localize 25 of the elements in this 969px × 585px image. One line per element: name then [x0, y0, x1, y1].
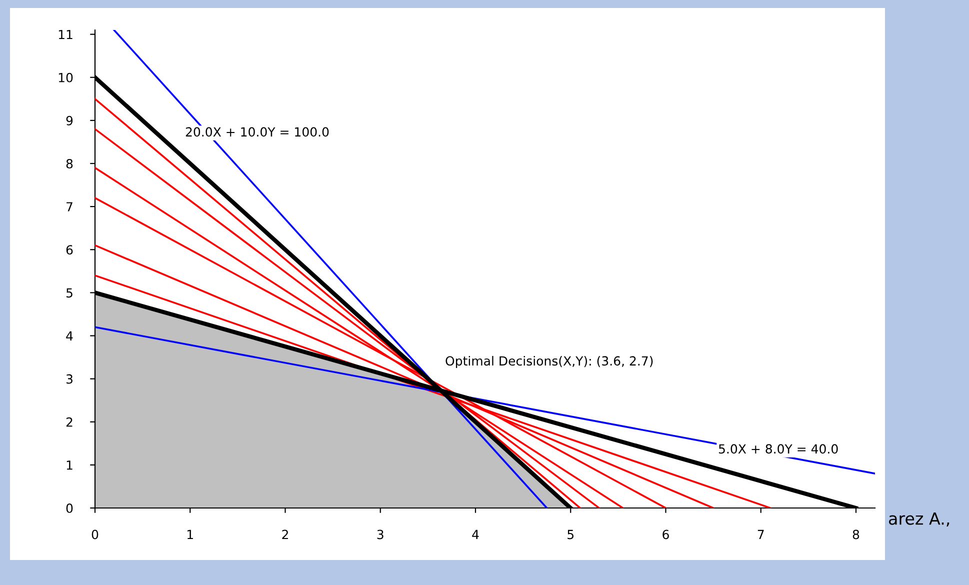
annotation: 5.0X + 8.0Y = 40.0 [718, 444, 838, 454]
annotation: Optimal Decisions(X,Y): (3.6, 2.7) [446, 356, 653, 368]
y-tick-label: 11 [58, 30, 72, 40]
y-tick-label: 5 [66, 288, 72, 298]
x-tick-label: 8 [852, 530, 860, 540]
y-tick-label: 8 [66, 158, 73, 168]
y-tick-label: 9 [66, 116, 73, 126]
y-tick-label: 10 [58, 72, 73, 82]
x-tick-label: 5 [568, 530, 574, 540]
y-tick-label: 0 [66, 503, 73, 513]
y-tick-label: 6 [66, 245, 73, 255]
y-tick-label: 7 [66, 202, 72, 212]
y-tick-label: 2 [66, 417, 72, 427]
y-tick-label: 1 [66, 460, 72, 470]
x-tick-label: 2 [282, 530, 288, 540]
x-tick-label: 1 [188, 530, 193, 540]
x-tick-label: 7 [758, 530, 764, 540]
x-tick-label: 4 [472, 530, 479, 540]
x-tick-label: 6 [662, 530, 669, 540]
text: arez A., [889, 512, 950, 527]
annotation: 20.0X + 10.0Y = 100.0 [186, 127, 329, 137]
x-tick-label: 0 [92, 530, 98, 540]
y-tick-label: 4 [66, 331, 73, 340]
x-tick-label: 3 [377, 530, 384, 540]
y-tick-label: 3 [66, 374, 72, 384]
